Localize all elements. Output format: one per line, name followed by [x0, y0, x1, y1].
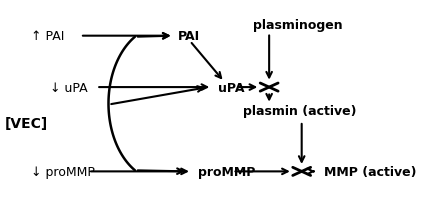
Text: PAI: PAI: [178, 30, 200, 43]
Text: uPA: uPA: [218, 81, 245, 94]
Text: plasmin (active): plasmin (active): [243, 105, 356, 118]
Text: ↑ PAI: ↑ PAI: [31, 30, 64, 43]
Text: MMP (active): MMP (active): [324, 165, 416, 178]
Text: ↓ proMMP: ↓ proMMP: [31, 165, 95, 178]
Text: proMMP: proMMP: [198, 165, 255, 178]
Text: ↓ uPA: ↓ uPA: [50, 81, 87, 94]
Text: [VEC]: [VEC]: [5, 117, 48, 130]
Text: plasminogen: plasminogen: [253, 19, 343, 32]
